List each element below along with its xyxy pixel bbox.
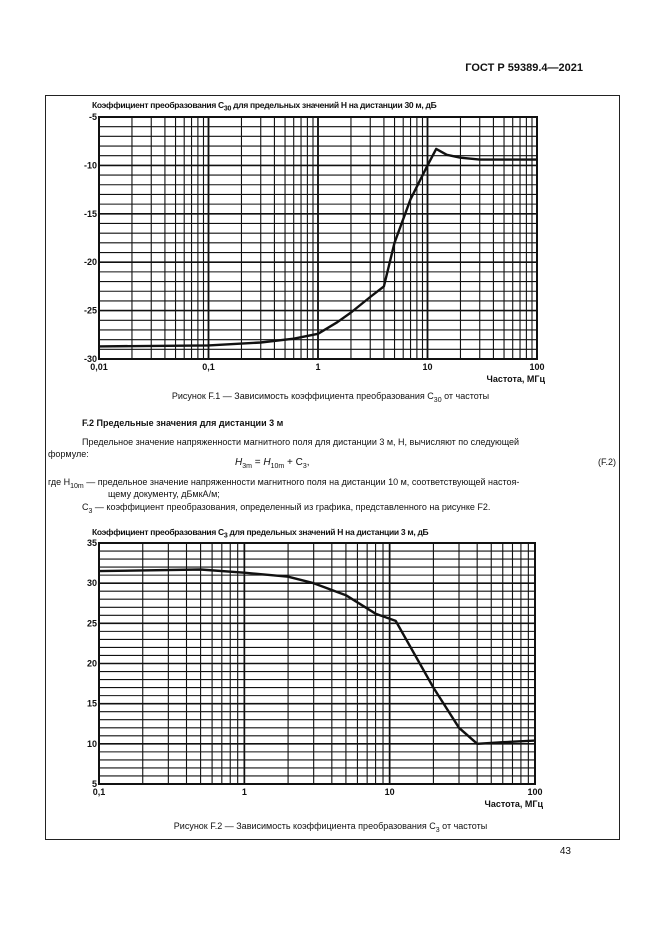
f: = <box>251 457 264 468</box>
section-heading: F.2 Предельные значения для дистанции 3 … <box>82 418 284 428</box>
y-tick-label: -20 <box>84 257 97 267</box>
y-tick-label: -25 <box>84 306 97 316</box>
d: 3 <box>88 507 93 515</box>
x-tick-label: 0,01 <box>90 362 108 372</box>
chart1-title: Коэффициент преобразования C30 для преде… <box>92 100 437 113</box>
f: , <box>306 457 310 468</box>
title-text: Коэффициент преобразования C <box>92 527 224 537</box>
d: 10m <box>70 482 84 490</box>
definition-1: где H10m — предельное значение напряженн… <box>48 477 519 490</box>
y-tick-label: 35 <box>87 538 97 548</box>
formula-number: (F.2) <box>598 457 616 467</box>
x-axis-label: Частота, МГц <box>485 799 544 809</box>
d: C <box>82 502 89 512</box>
y-tick-label: -30 <box>84 354 97 364</box>
title-text: Коэффициент преобразования C <box>92 100 224 110</box>
plot-border <box>98 116 538 360</box>
figure2-caption: Рисунок F.2 — Зависимость коэффициента п… <box>0 821 661 834</box>
paragraph: Предельное значение напряженности магнит… <box>82 437 520 447</box>
y-tick-label: 10 <box>87 739 97 749</box>
x-tick-label: 10 <box>385 787 395 797</box>
f: + C <box>284 457 303 468</box>
x-axis-label: Частота, МГц <box>487 374 546 384</box>
f: 10m <box>270 463 285 470</box>
data-line <box>98 568 536 745</box>
y-tick-label: 20 <box>87 659 97 669</box>
y-tick-label: 15 <box>87 699 97 709</box>
definition-2: C3 — коэффициент преобразования, определ… <box>82 502 490 515</box>
caption-sub: 30 <box>433 396 442 404</box>
caption-text: Рисунок F.2 — Зависимость коэффициента п… <box>173 821 436 831</box>
figure1-caption: Рисунок F.1 — Зависимость коэффициента п… <box>0 391 661 404</box>
x-tick-label: 0,1 <box>93 787 106 797</box>
page-number: 43 <box>559 846 571 857</box>
y-tick-label: 25 <box>87 618 97 628</box>
formula: H3m = H10m + C3, <box>235 457 310 470</box>
definition-1-cont: щему документу, дБмкА/м; <box>108 489 220 499</box>
f: H <box>235 457 243 468</box>
caption-text: Рисунок F.1 — Зависимость коэффициента п… <box>171 391 434 401</box>
x-tick-label: 1 <box>315 362 320 372</box>
chart1: 0,01 0,1 1 10 100 -5 -10 -15 -20 -25 -30 Частота, М… <box>84 112 546 384</box>
document-id: ГОСТ Р 59389.4—2021 <box>465 62 583 74</box>
paragraph-cont: формуле: <box>48 449 89 459</box>
y-tick-label: -10 <box>84 160 97 170</box>
d: — предельное значение напряженности магн… <box>83 477 520 487</box>
x-tick-label: 100 <box>527 787 542 797</box>
caption-text: от частоты <box>439 821 488 831</box>
title-text: для предельных значений H на дистанции 3… <box>227 527 429 537</box>
y-tick-label: 30 <box>87 578 97 588</box>
x-tick-label: 100 <box>529 362 544 372</box>
title-sub: 30 <box>223 105 232 113</box>
f: H <box>263 457 271 468</box>
y-tick-label: -5 <box>89 112 97 122</box>
d: — коэффициент преобразования, определенн… <box>92 502 491 512</box>
data-line <box>98 147 537 348</box>
x-tick-label: 0,1 <box>202 362 215 372</box>
x-tick-label: 1 <box>242 787 247 797</box>
title-sub: 3 <box>223 532 228 540</box>
caption-text: от частоты <box>441 391 490 401</box>
chart2-title: Коэффициент преобразования C3 для предел… <box>92 527 429 540</box>
caption-sub: 3 <box>435 826 440 834</box>
y-tick-label: -15 <box>84 209 97 219</box>
f: 3m <box>242 463 252 470</box>
plot-border <box>98 542 536 785</box>
f: 3 <box>302 463 307 470</box>
x-tick-label: 10 <box>422 362 432 372</box>
d: где H <box>48 477 71 487</box>
y-tick-label: 5 <box>92 779 97 789</box>
chart2: 0,1 1 10 100 35 30 25 20 15 10 5 Частота, МГц <box>87 538 544 809</box>
title-text: для предельных значений H на дистанции 3… <box>231 100 437 110</box>
figure-frame <box>45 95 620 840</box>
